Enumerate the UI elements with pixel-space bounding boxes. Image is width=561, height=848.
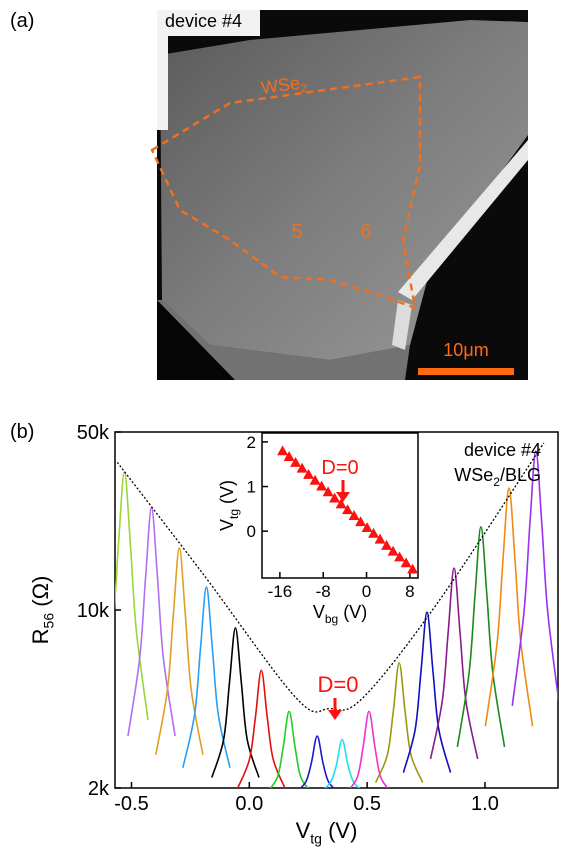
data-point [348,510,360,520]
y-tick-label: 50k [77,422,110,444]
panel-label: (a) [10,10,34,32]
y-axis-label: R56 (Ω) [28,576,57,645]
x-tick-label: 0 [362,582,371,601]
marker-arrow-head [328,710,342,720]
data-point [277,445,289,456]
y-tick-label: 2 [247,433,256,452]
data-point [387,545,399,556]
material-sub: 2 [300,81,309,96]
flake-edge [157,300,410,380]
y-axis-label-sub: tg [227,509,241,519]
x-tick-label: 0.5 [353,793,381,815]
envelope-line [116,442,545,713]
y-axis-label-rest: (V) [217,480,237,509]
data-point [316,480,328,491]
y-axis-label-sub: 56 [41,613,57,629]
x-tick-label: 1.0 [471,793,499,815]
device-label: device #4 [165,11,242,31]
sample-label-main: WSe [454,465,493,485]
contact-label: 5 [291,221,302,243]
resistance-curve [402,611,452,773]
x-axis-label-rest: (V) [338,602,367,622]
x-axis-label-main: V [313,602,325,622]
data-point [400,557,412,568]
plot-area [115,442,558,788]
marker-label: D=0 [321,457,358,479]
electrode-lead [398,140,528,300]
resistance-curve [299,735,335,788]
y-axis-label-main: V [217,519,237,531]
x-tick-label: -8 [316,582,331,601]
data-point [329,492,341,503]
scale-bar [418,368,514,375]
x-tick-label: 8 [405,582,414,601]
x-axis-label: Vbg (V) [313,602,367,626]
data-point [368,527,380,538]
bright-electrode [157,10,260,130]
data-point [407,563,418,574]
y-tick-label: 1 [247,477,256,496]
resistance-curve [349,710,389,788]
x-axis-label: Vtg (V) [296,818,358,847]
sample-label: WSe2/BLG [454,465,541,489]
data-point [335,498,347,509]
electrode-lead [392,300,412,350]
y-axis-label: Vtg (V) [217,480,241,531]
data-point [322,486,334,497]
resistance-curve [374,662,424,783]
x-tick-label: -16 [268,582,293,601]
data-point [342,504,354,515]
micrograph: device #4 WSe2 5 6 10μm [150,10,528,380]
device-label: device #4 [464,440,541,460]
resistance-curve [211,627,260,778]
resistance-curve [269,710,309,788]
y-axis-label-rest: (Ω) [28,576,53,613]
data-point [309,474,321,485]
substrate [157,300,235,380]
data-point [296,462,308,473]
marker-arrow-head [336,492,350,502]
x-tick-label: -0.5 [114,793,148,815]
resistance-curve [115,471,149,721]
resistance-curve [237,669,286,788]
y-tick-label: 10k [77,600,110,622]
x-axis-label-sub: bg [325,612,338,626]
resistance-curve [484,487,534,727]
contact-label: 6 [360,221,371,243]
resistance-curve [182,586,231,769]
data-point [303,468,315,479]
marker-label: D=0 [318,672,359,697]
resistance-curve [511,450,558,707]
main-chart: -0.5 0.0 0.5 1.0 2k 10k 50k Vtg (V) R56 (Ω) devic… [28,422,559,847]
sample-label-sub: 2 [493,475,500,489]
data-point [355,516,367,527]
data-point [374,533,386,544]
flake [160,20,528,360]
data-point [361,522,373,532]
y-axis-label-main: R [28,628,53,644]
data-point [394,551,406,562]
x-axis-label-main: V [296,818,311,843]
resistance-curve [127,506,176,737]
x-axis-label-sub: tg [310,831,322,847]
panel-label: (b) [10,421,34,443]
x-axis-label-rest: (V) [322,818,357,843]
data-point [283,451,295,462]
y-tick-label: 2k [88,778,110,800]
resistance-curve [324,738,361,788]
data-point [381,539,393,550]
scale-bar-label: 10μm [443,340,488,360]
y-tick-label: 0 [247,522,256,541]
resistance-curve [154,547,204,755]
x-tick-label: 0.0 [235,793,263,815]
sample-label-rest: /BLG [500,465,541,485]
data-point [290,456,302,467]
plot-area [277,445,418,574]
